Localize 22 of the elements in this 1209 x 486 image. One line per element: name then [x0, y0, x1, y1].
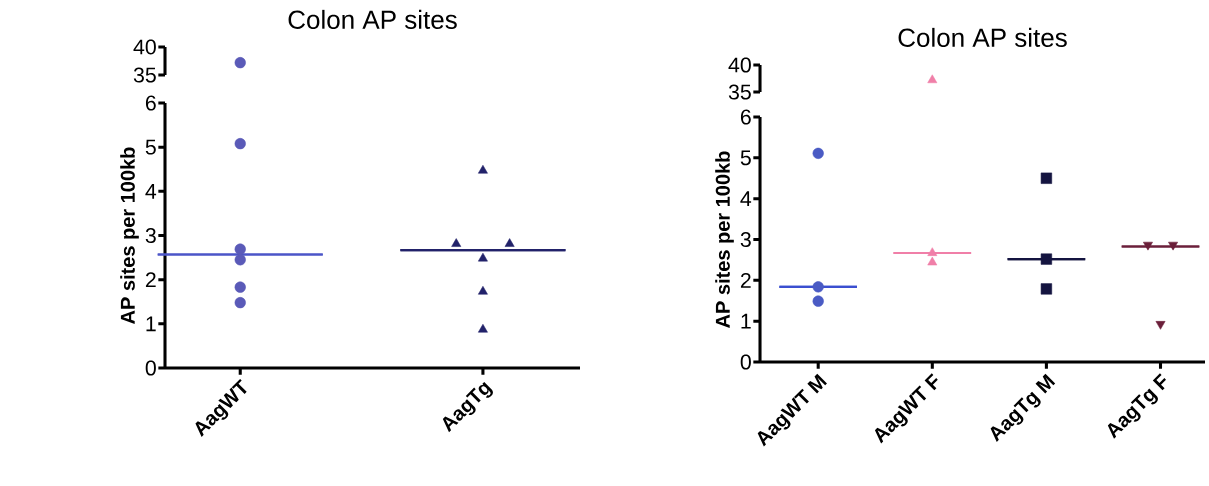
y-tick-label: 3: [145, 227, 156, 244]
chart-title: Colon AP sites: [288, 9, 457, 29]
y-tick-label: 5: [740, 150, 751, 166]
y-tick-label: 0: [145, 360, 156, 376]
y-tick-label: 4: [145, 184, 157, 199]
y-tick-label: 4: [740, 191, 752, 207]
y-axis-title: AP sites per 100kb: [715, 151, 734, 328]
y-tick-label: 1: [741, 313, 751, 329]
y-tick-label: 6: [145, 95, 156, 111]
y-axis-title: AP sites per 100kb: [120, 147, 139, 324]
y-tick-label: 1: [146, 316, 156, 332]
y-tick-label: 35: [133, 67, 156, 83]
y-tick-label: 2: [740, 272, 751, 288]
y-tick-label: 3: [740, 231, 751, 248]
chart-title: Colon AP sites: [898, 27, 1067, 47]
y-tick-label: 35: [728, 84, 751, 100]
y-tick-label: 6: [740, 109, 751, 125]
y-tick-label: 5: [145, 139, 156, 155]
y-tick-label: 40: [133, 39, 156, 55]
y-tick-label: 0: [740, 354, 751, 370]
y-tick-label: 2: [145, 272, 156, 288]
y-tick-label: 40: [728, 57, 751, 73]
